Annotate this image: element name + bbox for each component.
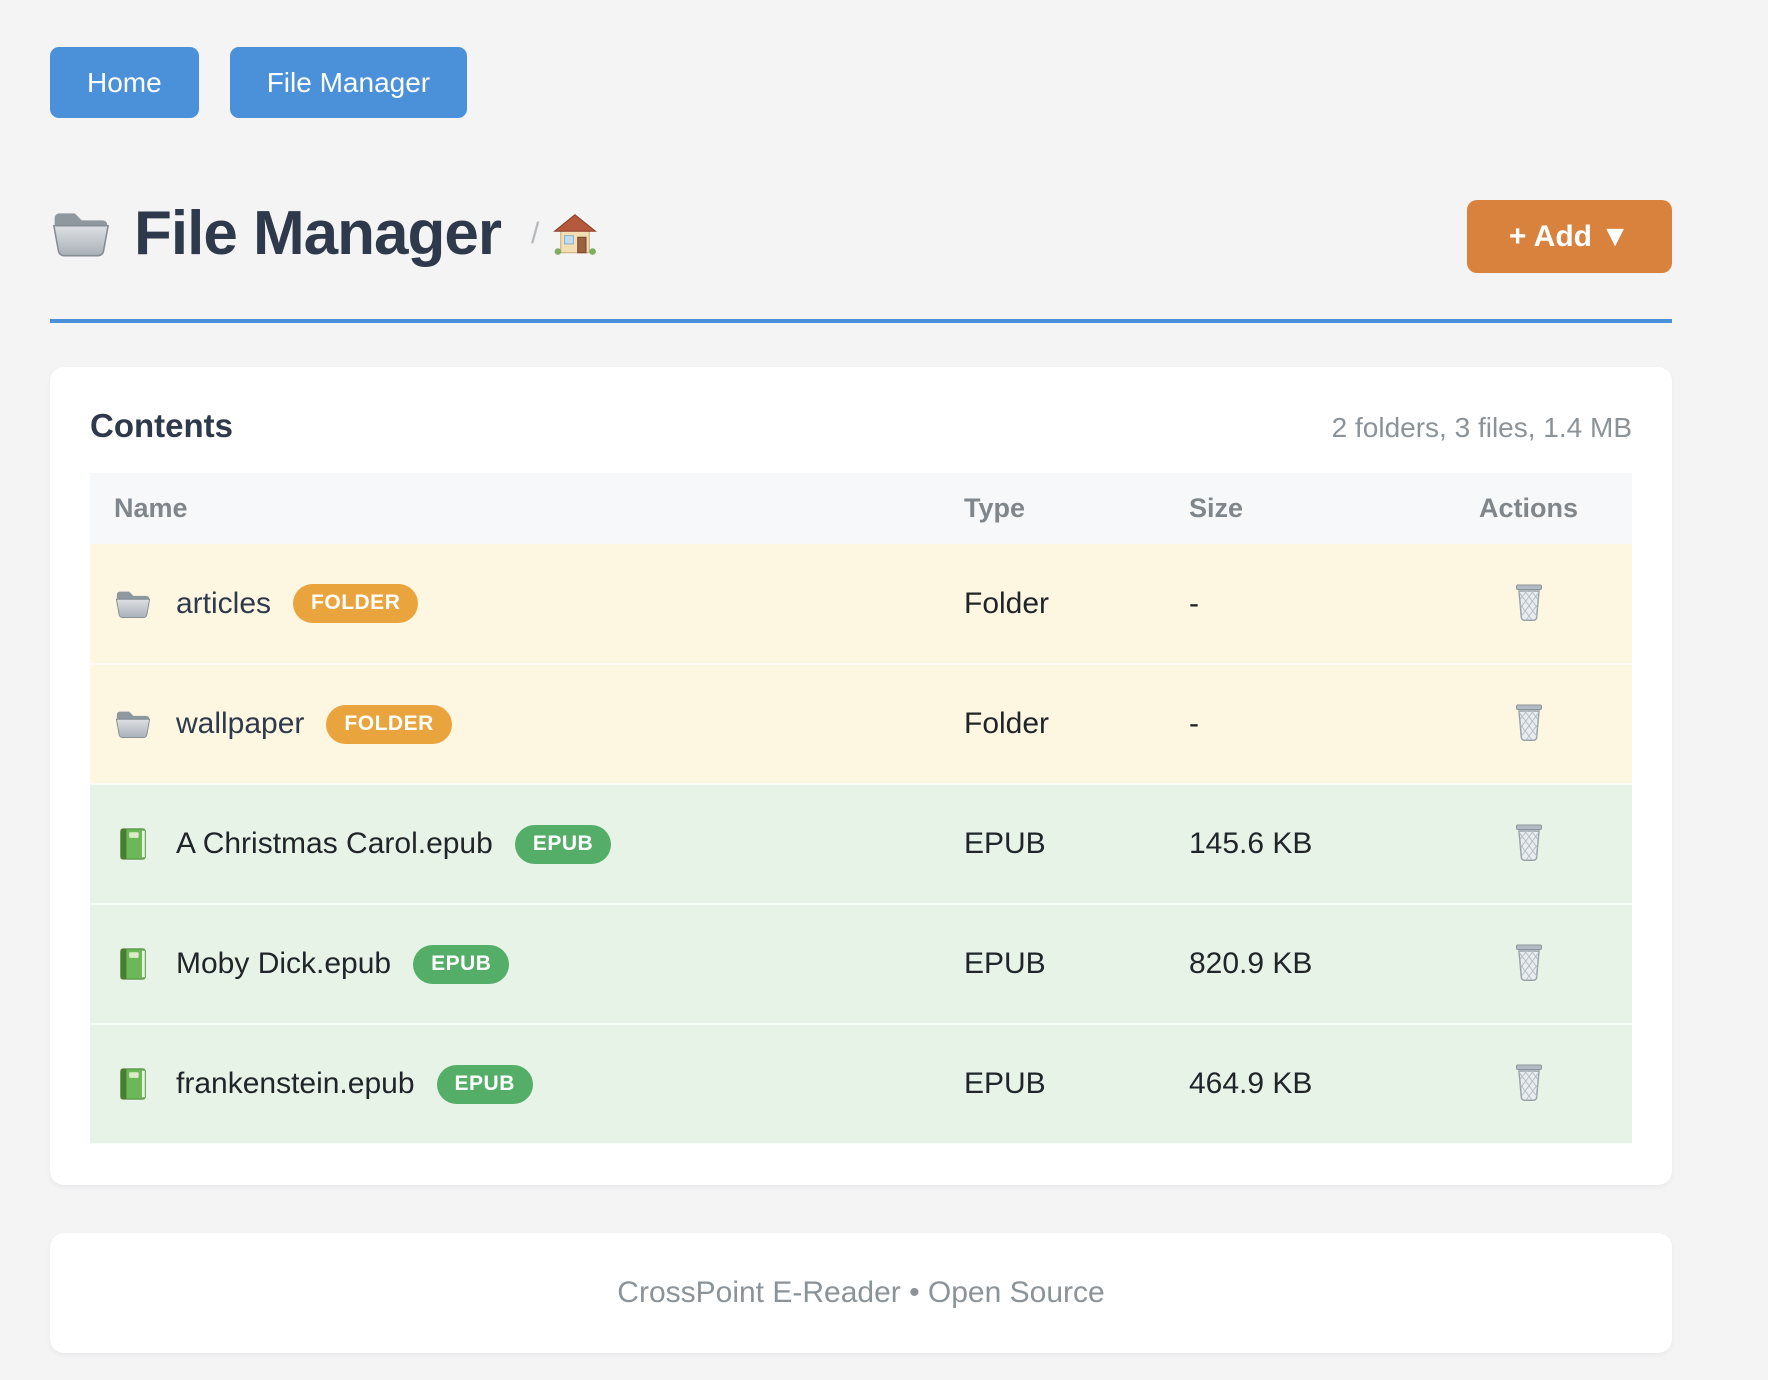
- breadcrumb: /: [531, 213, 597, 255]
- home-button[interactable]: Home: [50, 47, 199, 118]
- name-cell: frankenstein.epub EPUB: [114, 1064, 916, 1104]
- page-header: File Manager / + Add ▼: [50, 194, 1672, 273]
- book-icon: [114, 947, 152, 981]
- contents-card-header: Contents 2 folders, 3 files, 1.4 MB: [90, 407, 1632, 445]
- folder-row[interactable]: wallpaper FOLDER Folder -: [90, 664, 1632, 785]
- item-name[interactable]: wallpaper: [176, 707, 305, 740]
- type-cell: Folder: [940, 544, 1165, 665]
- contents-card: Contents 2 folders, 3 files, 1.4 MB Name…: [50, 367, 1672, 1185]
- table-header-row: Name Type Size Actions: [90, 473, 1632, 544]
- contents-summary: 2 folders, 3 files, 1.4 MB: [1331, 412, 1632, 443]
- size-cell: -: [1165, 664, 1425, 785]
- size-cell: -: [1165, 544, 1425, 665]
- type-cell: EPUB: [940, 1024, 1165, 1145]
- file-row[interactable]: frankenstein.epub EPUB EPUB 464.9 KB: [90, 1024, 1632, 1145]
- top-nav: Home File Manager: [50, 47, 1672, 118]
- book-icon: [114, 827, 152, 861]
- breadcrumb-separator: /: [531, 216, 540, 250]
- trash-icon: [1512, 582, 1546, 622]
- item-name[interactable]: frankenstein.epub: [176, 1067, 415, 1100]
- folder-row[interactable]: articles FOLDER Folder -: [90, 544, 1632, 665]
- trash-icon: [1512, 942, 1546, 982]
- type-badge: EPUB: [436, 1064, 533, 1104]
- folder-icon: [50, 207, 112, 260]
- file-table-body: articles FOLDER Folder - wallpaper FOLDE…: [90, 544, 1632, 1145]
- name-cell: wallpaper FOLDER: [114, 704, 916, 744]
- name-cell: articles FOLDER: [114, 584, 916, 623]
- size-cell: 145.6 KB: [1165, 784, 1425, 905]
- column-header-type: Type: [940, 473, 1165, 544]
- type-cell: EPUB: [940, 784, 1165, 905]
- house-icon: [553, 213, 597, 255]
- size-cell: 820.9 KB: [1165, 904, 1425, 1025]
- column-header-name: Name: [90, 473, 940, 544]
- type-badge: EPUB: [413, 944, 510, 984]
- delete-button[interactable]: [1508, 1058, 1550, 1106]
- item-name[interactable]: Moby Dick.epub: [176, 947, 392, 980]
- file-table: Name Type Size Actions articles FOLDER F…: [90, 473, 1632, 1145]
- file-manager-button[interactable]: File Manager: [229, 47, 468, 118]
- delete-button[interactable]: [1508, 578, 1550, 626]
- trash-icon: [1512, 822, 1546, 862]
- name-cell: Moby Dick.epub EPUB: [114, 944, 916, 984]
- delete-button[interactable]: [1508, 818, 1550, 866]
- type-badge: EPUB: [514, 824, 612, 864]
- type-badge: FOLDER: [293, 584, 419, 623]
- delete-button[interactable]: [1508, 938, 1550, 986]
- folder-icon: [114, 707, 152, 741]
- type-cell: Folder: [940, 664, 1165, 785]
- item-name[interactable]: articles: [176, 586, 272, 620]
- trash-icon: [1512, 702, 1546, 742]
- name-cell: A Christmas Carol.epub EPUB: [114, 824, 916, 864]
- item-name[interactable]: A Christmas Carol.epub: [176, 827, 493, 860]
- breadcrumb-home-link[interactable]: [553, 213, 597, 255]
- trash-icon: [1512, 1062, 1546, 1102]
- add-button[interactable]: + Add ▼: [1466, 200, 1672, 273]
- title-divider: [50, 319, 1672, 323]
- delete-button[interactable]: [1508, 698, 1550, 746]
- contents-heading: Contents: [90, 407, 233, 444]
- footer-text: CrossPoint E-Reader • Open Source: [617, 1276, 1105, 1309]
- column-header-size: Size: [1165, 473, 1425, 544]
- footer-card: CrossPoint E-Reader • Open Source: [50, 1233, 1672, 1353]
- folder-icon: [114, 587, 152, 621]
- page-title: File Manager: [134, 199, 502, 268]
- size-cell: 464.9 KB: [1165, 1024, 1425, 1145]
- type-badge: FOLDER: [326, 704, 452, 744]
- file-row[interactable]: Moby Dick.epub EPUB EPUB 820.9 KB: [90, 904, 1632, 1025]
- column-header-actions: Actions: [1425, 473, 1632, 544]
- file-row[interactable]: A Christmas Carol.epub EPUB EPUB 145.6 K…: [90, 784, 1632, 905]
- title-group: File Manager /: [50, 198, 597, 269]
- book-icon: [114, 1067, 152, 1101]
- type-cell: EPUB: [940, 904, 1165, 1025]
